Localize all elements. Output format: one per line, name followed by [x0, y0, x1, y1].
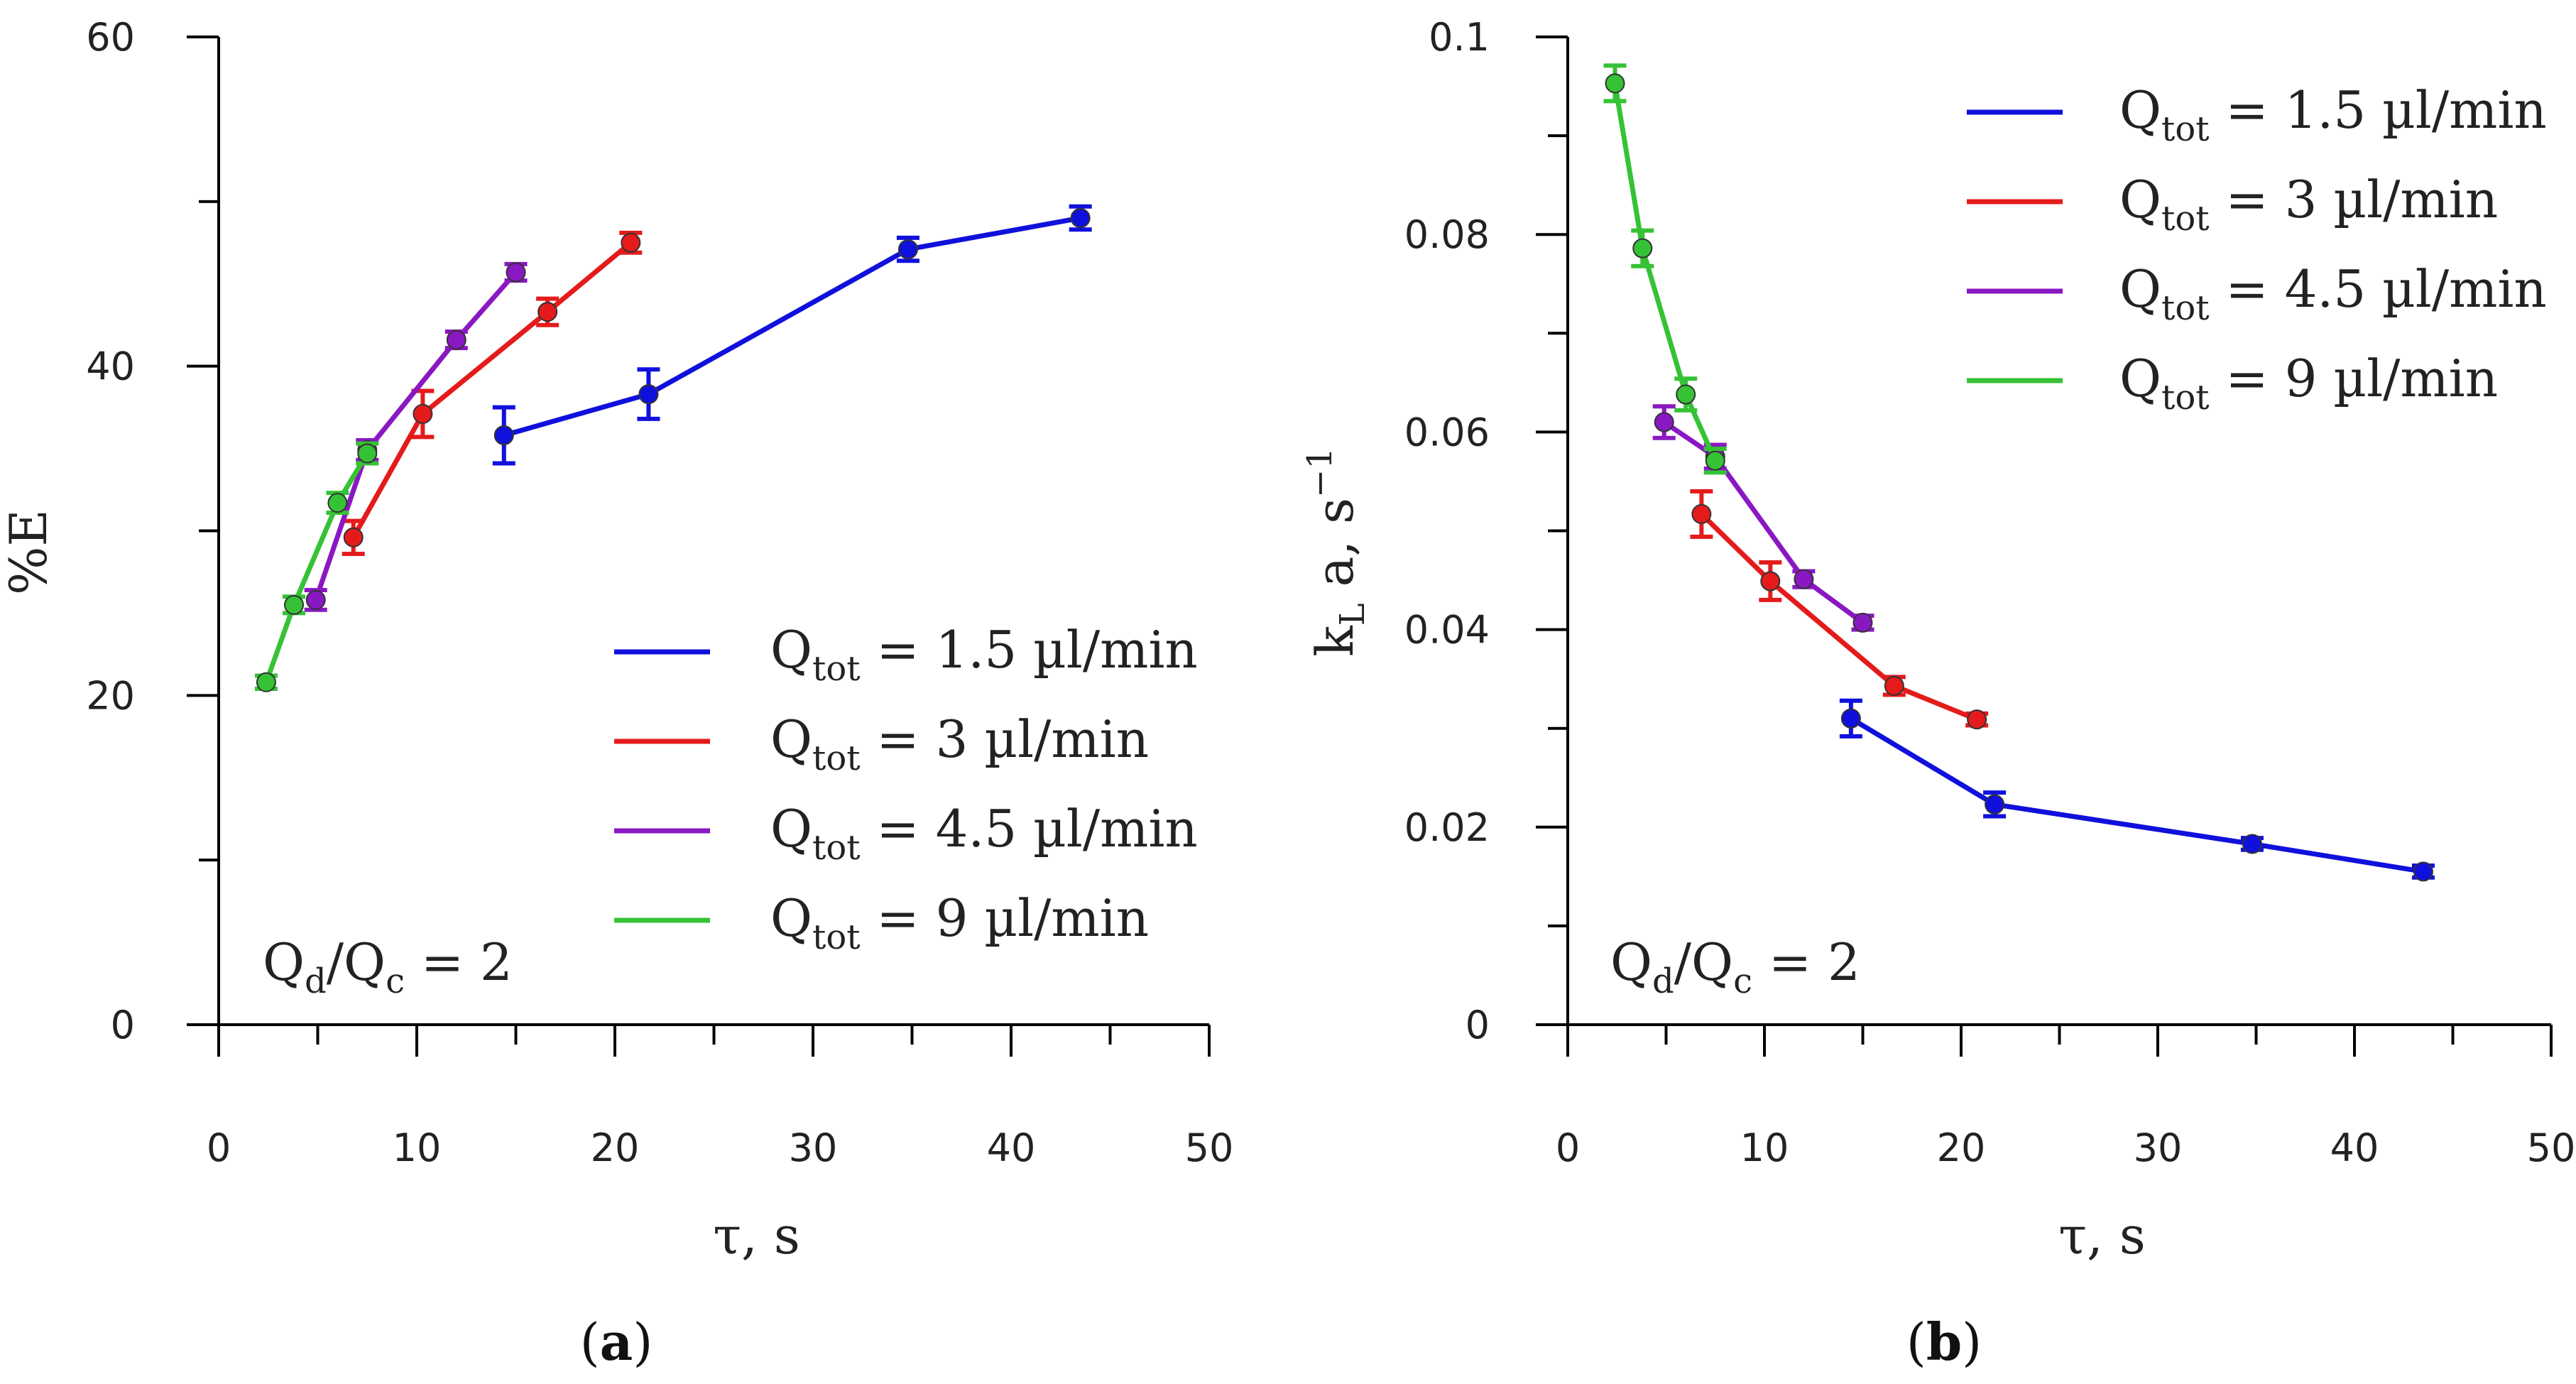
series-line — [1612, 82, 1718, 462]
data-point — [446, 329, 466, 350]
series-line — [313, 271, 518, 601]
x-tick-label: 0 — [1556, 1126, 1580, 1170]
series-line — [351, 241, 633, 539]
ratio-annotation: Qd/Qc = 2 — [1610, 932, 1860, 1001]
series-line — [263, 452, 370, 683]
data-point — [1852, 612, 1873, 633]
data-point — [256, 672, 276, 692]
data-point — [305, 589, 326, 610]
data-point — [357, 443, 378, 464]
legend-entry: Qtot = 9 µl/min — [2119, 349, 2498, 418]
data-point — [1654, 412, 1674, 432]
x-tick-label: 10 — [393, 1126, 442, 1170]
data-point — [327, 493, 348, 513]
data-point — [343, 527, 364, 547]
x-tick-label: 30 — [789, 1126, 838, 1170]
y-tick-label: 0 — [111, 1003, 135, 1047]
x-tick-label: 20 — [591, 1126, 640, 1170]
data-point — [1884, 675, 1904, 696]
x-tick-label: 30 — [2134, 1126, 2183, 1170]
ratio-annotation: Qd/Qc = 2 — [263, 932, 513, 1001]
legend-entry: Qtot = 3 µl/min — [770, 709, 1149, 778]
panel-label: (b) — [1906, 1312, 1982, 1372]
y-tick-label: 0.04 — [1404, 608, 1490, 653]
data-point — [284, 594, 305, 615]
series-red — [1690, 489, 1989, 730]
series-line — [1850, 716, 2424, 874]
series-line — [1699, 512, 1978, 722]
data-point — [1794, 569, 1814, 589]
series-green — [1603, 63, 1727, 475]
legend-entry: Qtot = 1.5 µl/min — [2119, 80, 2547, 149]
data-point — [1705, 450, 1725, 471]
y-axis-title: kL a, s−1 — [1300, 447, 1372, 657]
legend-entry: Qtot = 1.5 µl/min — [770, 620, 1198, 689]
data-point — [506, 262, 526, 283]
series-purple — [304, 261, 528, 612]
series-red — [342, 230, 643, 556]
data-point — [1985, 794, 2005, 814]
x-tick-label: 40 — [2330, 1126, 2379, 1170]
y-tick-label: 0 — [1466, 1003, 1490, 1047]
data-point — [1967, 709, 1987, 730]
data-point — [1691, 503, 1712, 524]
y-axis-title: %E — [0, 509, 58, 595]
data-point — [1605, 73, 1625, 94]
x-tick-label: 20 — [1937, 1126, 1986, 1170]
panel-b-chart: 0 10 20 30 40 50 0 0.02 0.04 0.06 0.08 0.1 τ, s kL a,… — [1300, 15, 2575, 1372]
x-tick-label: 40 — [987, 1126, 1036, 1170]
data-point — [621, 232, 641, 253]
data-point — [2242, 834, 2262, 854]
panel-label: (a) — [580, 1312, 653, 1372]
legend-entry: Qtot = 4.5 µl/min — [2119, 259, 2547, 328]
y-tick-label: 60 — [86, 15, 135, 60]
series-line — [1662, 420, 1865, 625]
y-tick-label: 0.08 — [1404, 212, 1490, 257]
data-point — [1676, 384, 1696, 405]
x-tick-label: 0 — [207, 1126, 231, 1170]
series-blue — [492, 204, 1092, 466]
y-tick-label: 0.02 — [1404, 805, 1490, 850]
x-axis-title: τ, s — [2058, 1206, 2146, 1265]
x-tick-label: 50 — [1185, 1126, 1234, 1170]
y-tick-label: 40 — [86, 344, 135, 389]
data-point — [413, 403, 433, 424]
data-point — [493, 425, 514, 446]
data-point — [1760, 571, 1781, 592]
legend-entry: Qtot = 4.5 µl/min — [770, 799, 1198, 868]
data-point — [897, 239, 918, 260]
y-tick-label: 20 — [86, 673, 135, 718]
data-point — [638, 384, 659, 405]
legend: Qtot = 1.5 µl/min Qtot = 3 µl/min Qtot = 4… — [614, 620, 1198, 957]
series-blue — [1839, 698, 2435, 882]
data-point — [1632, 238, 1653, 258]
y-tick-label: 0.1 — [1429, 15, 1490, 60]
x-tick-label: 10 — [1740, 1126, 1789, 1170]
y-tick-label: 0.06 — [1404, 410, 1490, 454]
data-point — [537, 302, 558, 322]
legend-entry: Qtot = 9 µl/min — [770, 888, 1149, 957]
series-line — [503, 215, 1081, 438]
x-tick-label: 50 — [2527, 1126, 2576, 1170]
data-point — [2413, 861, 2433, 882]
legend: Qtot = 1.5 µl/min Qtot = 3 µl/min Qtot = 4… — [1967, 80, 2547, 418]
data-point — [1840, 708, 1861, 729]
series-green — [254, 441, 379, 692]
x-axis-title: τ, s — [713, 1206, 800, 1265]
legend-entry: Qtot = 3 µl/min — [2119, 170, 2498, 239]
data-point — [1070, 208, 1091, 229]
panel-a-chart: 0 10 20 30 40 50 0 20 40 60 τ, s %E Qtot = 1.5 µl/mi… — [0, 15, 1233, 1372]
